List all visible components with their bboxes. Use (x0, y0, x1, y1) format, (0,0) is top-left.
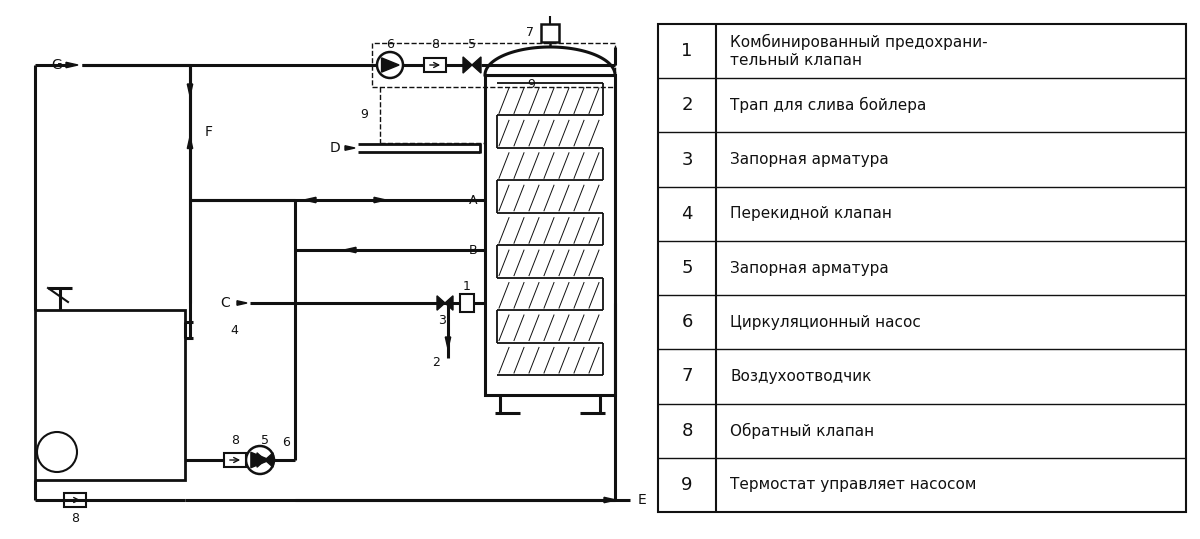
Text: 4: 4 (682, 205, 692, 223)
Text: Комбинированный предохрани-
тельный клапан: Комбинированный предохрани- тельный клап… (730, 34, 988, 68)
Text: Обратный клапан: Обратный клапан (730, 423, 874, 439)
Text: 5: 5 (262, 433, 269, 446)
Bar (485, 75, 616, 395)
Polygon shape (382, 58, 400, 72)
Polygon shape (604, 497, 616, 503)
Text: 6: 6 (282, 436, 290, 448)
Polygon shape (265, 453, 274, 467)
Bar (64, 493, 86, 507)
Text: 1: 1 (682, 42, 692, 60)
Polygon shape (251, 452, 270, 468)
Text: F: F (205, 126, 214, 140)
Bar (541, 24, 559, 42)
Text: G: G (52, 58, 62, 72)
Bar (35, 310, 185, 480)
Text: 6: 6 (386, 38, 394, 52)
Text: 9: 9 (360, 108, 368, 121)
Text: Перекидной клапан: Перекидной клапан (730, 206, 892, 222)
Text: 3: 3 (438, 314, 446, 328)
Text: 2: 2 (682, 96, 692, 114)
Text: 1: 1 (463, 280, 470, 294)
Text: Циркуляционный насос: Циркуляционный насос (730, 315, 920, 330)
Text: 8: 8 (431, 38, 439, 52)
Text: 9: 9 (682, 476, 692, 494)
Text: 5: 5 (468, 38, 476, 52)
Text: Трап для слива бойлера: Трап для слива бойлера (730, 97, 926, 113)
Polygon shape (437, 296, 445, 310)
Polygon shape (445, 296, 454, 310)
Text: 3: 3 (682, 150, 692, 169)
Polygon shape (445, 337, 451, 349)
Text: 8: 8 (71, 512, 79, 524)
Bar (224, 453, 246, 467)
Polygon shape (187, 84, 193, 96)
Bar (372, 43, 616, 87)
Text: E: E (638, 493, 647, 507)
Polygon shape (257, 453, 265, 467)
Polygon shape (463, 57, 472, 73)
Polygon shape (238, 301, 247, 305)
Text: 9: 9 (527, 79, 535, 92)
Text: 6: 6 (682, 313, 692, 331)
Text: 7: 7 (682, 368, 692, 385)
Text: Термостат управляет насосом: Термостат управляет насосом (730, 478, 977, 493)
Polygon shape (346, 146, 355, 150)
Bar (658, 24, 1186, 512)
Text: C: C (221, 296, 230, 310)
Polygon shape (187, 136, 193, 149)
Circle shape (246, 446, 274, 474)
Text: 4: 4 (230, 323, 238, 336)
Text: 8: 8 (230, 433, 239, 446)
Text: 5: 5 (682, 259, 692, 277)
Text: B: B (468, 244, 478, 257)
Text: Запорная арматура: Запорная арматура (730, 152, 889, 167)
Polygon shape (66, 63, 78, 68)
Text: 8: 8 (682, 421, 692, 440)
Bar (424, 58, 446, 72)
Text: D: D (329, 141, 340, 155)
Polygon shape (304, 197, 316, 203)
Polygon shape (472, 57, 481, 73)
Polygon shape (485, 47, 616, 75)
Bar (460, 294, 474, 312)
Text: 7: 7 (526, 26, 534, 39)
Text: Запорная арматура: Запорная арматура (730, 260, 889, 275)
Text: Воздухоотводчик: Воздухоотводчик (730, 369, 871, 384)
Text: A: A (468, 194, 478, 206)
Circle shape (37, 432, 77, 472)
Polygon shape (374, 197, 386, 203)
Circle shape (377, 52, 403, 78)
Text: 2: 2 (432, 356, 440, 370)
Polygon shape (344, 247, 356, 253)
